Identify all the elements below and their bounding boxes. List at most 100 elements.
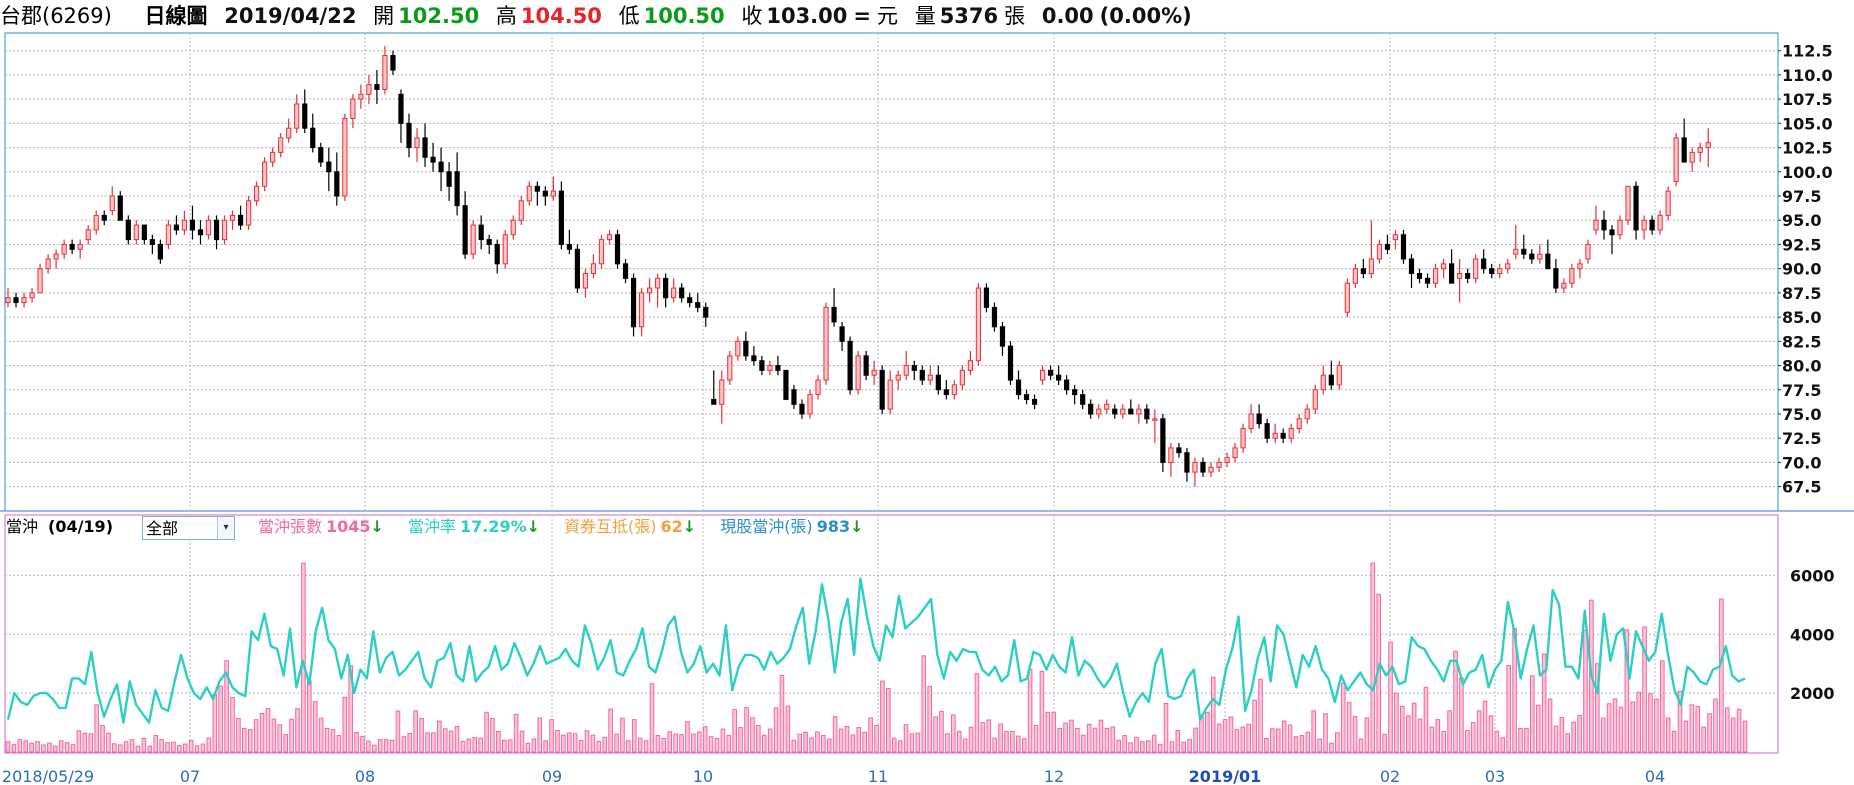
daytrade-bar [1736, 708, 1742, 753]
candle-body [1264, 423, 1270, 439]
daytrade-bar [1553, 725, 1559, 753]
daytrade-bar [1565, 733, 1571, 753]
legend-label: 現股當沖(張) [720, 517, 813, 536]
daytrade-bar [490, 717, 495, 753]
daytrade-bar [543, 740, 548, 753]
daytrade-bar [135, 745, 141, 753]
candle-body [831, 306, 837, 323]
daytrade-bar [519, 730, 525, 753]
daytrade-bar [1281, 720, 1287, 753]
daytrade-bar [1110, 726, 1116, 753]
candle-body [141, 224, 147, 241]
daytrade-bar [129, 739, 135, 753]
daytrade-bar [1323, 713, 1328, 753]
candle-body [558, 190, 564, 245]
daytrade-bar [1092, 727, 1098, 753]
daytrade-bar [100, 725, 105, 753]
x-axis-label: 03 [1485, 767, 1505, 785]
daytrade-bar [1216, 723, 1222, 753]
candle-body [1360, 268, 1366, 274]
daytrade-bar [602, 736, 608, 753]
candle-body [582, 273, 589, 289]
volume-value: 5376 [939, 4, 999, 28]
candle-body [1304, 408, 1310, 420]
candle-body [270, 151, 276, 163]
candle-body [1144, 408, 1150, 420]
daytrade-bar [561, 734, 566, 753]
price-tick-label: 112.5 [1782, 42, 1833, 61]
candle-body [863, 355, 869, 376]
daytrade-bar [1577, 715, 1582, 753]
legend-label: 當沖張數 [258, 517, 323, 536]
daytrade-bar [1571, 721, 1576, 753]
daytrade-bar [277, 724, 283, 753]
price-tick-label: 100.0 [1782, 163, 1833, 182]
candle-body [1176, 447, 1182, 454]
daytrade-title: 當沖 [6, 517, 39, 536]
x-axis-label: 11 [868, 767, 888, 785]
daytrade-bar [1175, 730, 1181, 753]
daytrade-bar [1069, 719, 1074, 753]
daytrade-bar [407, 732, 413, 753]
price-panel-frame [4, 32, 1779, 512]
daytrade-bar [637, 737, 643, 753]
daytrade-bar [1429, 726, 1435, 753]
candle-body [783, 369, 789, 400]
candle-body [590, 263, 597, 274]
daytrade-bar [106, 732, 111, 753]
daytrade-bar [1642, 626, 1647, 753]
daytrade-bar [1045, 711, 1051, 753]
daytrade-bar [655, 735, 661, 753]
candle-body [13, 297, 19, 304]
price-tick-label: 97.5 [1782, 187, 1821, 206]
candle-body [318, 147, 324, 163]
candle-body [85, 229, 91, 241]
daytrade-bar [1500, 737, 1506, 753]
price-tick-label: 82.5 [1782, 332, 1821, 351]
daytrade-bar [342, 696, 348, 753]
daytrade-bar [1346, 702, 1352, 753]
candle-body [711, 398, 717, 405]
candle-body [655, 277, 661, 289]
candle-body [719, 379, 725, 405]
candle-body [751, 355, 757, 362]
candle-body [1104, 403, 1110, 410]
daytrade-bar [1530, 675, 1535, 753]
daytrade-bar [897, 740, 903, 753]
daytrade-bar [1128, 742, 1133, 753]
daytrade-bar [484, 711, 489, 753]
daytrade-bar [1027, 668, 1033, 753]
candle-body [1617, 219, 1623, 236]
daytrade-bar [1559, 717, 1565, 753]
daytrade-bar [956, 730, 962, 753]
candle-body [1368, 258, 1375, 274]
candle-body [807, 394, 813, 415]
chevron-down-icon[interactable]: ▾ [217, 517, 234, 539]
candle-body [1601, 219, 1607, 231]
daytrade-bar [1695, 705, 1701, 753]
candle-body [374, 84, 380, 90]
candle-body [1465, 273, 1471, 279]
daytrade-filter-value: 全部 [146, 519, 179, 538]
price-tick-label: 75.0 [1782, 405, 1821, 424]
candle-body [767, 365, 773, 371]
daytrade-filter-select[interactable]: 全部 ▾ [142, 516, 235, 540]
candle-body [294, 103, 300, 129]
daytrade-bar [1701, 726, 1706, 753]
price-tick-label: 107.5 [1782, 90, 1833, 109]
candle-body [1513, 248, 1519, 255]
arrow-down-icon: ↓ [526, 517, 541, 536]
candle-body [542, 190, 548, 197]
daytrade-bar [1400, 705, 1405, 753]
daytrade-bar [58, 740, 64, 753]
volume-unit: 張 [1004, 4, 1026, 28]
daytrade-bar [590, 734, 596, 753]
daytrade-bar [141, 737, 147, 753]
legend-value: 1045 [326, 517, 371, 536]
candle-body [246, 200, 252, 226]
candle-body [638, 292, 645, 328]
daytrade-bar [1482, 700, 1488, 753]
candle-body [534, 185, 540, 192]
candle-body [1039, 369, 1046, 381]
